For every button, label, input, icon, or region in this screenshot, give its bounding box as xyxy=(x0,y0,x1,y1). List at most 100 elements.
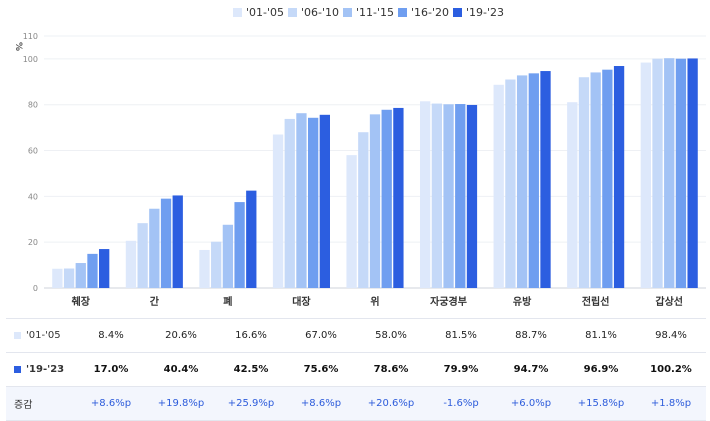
table-cell: 8.4% xyxy=(76,318,146,353)
bar xyxy=(675,58,687,289)
bar xyxy=(137,223,148,288)
bar xyxy=(272,134,284,288)
bar xyxy=(516,75,528,289)
x-tick-label: 췌장 xyxy=(72,295,91,308)
bar xyxy=(640,62,651,288)
y-tick-label: 20 xyxy=(28,238,38,247)
swatch-first-period xyxy=(14,331,21,339)
table-cell: 40.4% xyxy=(146,352,216,387)
bar xyxy=(466,104,478,288)
bar xyxy=(149,208,160,288)
survival-rate-chart: 0 20 40 60 80 100 110% '01-'05 '06-'10 '11-'15 '16… xyxy=(13,6,706,308)
bar xyxy=(234,202,245,288)
bar xyxy=(246,190,257,288)
row-label: '19-'23 xyxy=(6,352,76,387)
table-cell: +25.9%p xyxy=(216,386,286,421)
y-tick-label: 80 xyxy=(28,101,38,110)
y-tick-label: 0 xyxy=(33,284,38,293)
bar xyxy=(199,249,210,288)
bar xyxy=(602,69,613,288)
bar xyxy=(296,113,307,288)
bar xyxy=(613,66,625,288)
y-axis-label: % xyxy=(13,42,23,51)
bar xyxy=(381,109,392,288)
bar xyxy=(493,84,504,289)
legend-swatch xyxy=(453,8,462,17)
bar xyxy=(307,117,319,288)
table-cell: +1.8%p xyxy=(636,386,706,421)
legend-label: '19-'23 xyxy=(466,6,504,19)
bar xyxy=(284,118,295,288)
bar xyxy=(652,58,663,289)
table-cell: 58.0% xyxy=(356,318,426,353)
table-cell: 96.9% xyxy=(566,352,636,387)
row-label: 증감 xyxy=(6,386,76,421)
table-cell: 81.5% xyxy=(426,318,496,353)
bar xyxy=(63,268,75,288)
bar xyxy=(590,72,601,289)
table-cell: +8.6%p xyxy=(76,386,146,421)
bar xyxy=(99,249,110,288)
x-tick-label: 갑상선 xyxy=(655,295,683,308)
table-cell: 67.0% xyxy=(286,318,356,353)
x-tick-label: 대장 xyxy=(292,295,311,308)
y-tick-label: 40 xyxy=(28,192,38,201)
table-cell: 75.6% xyxy=(286,352,356,387)
table-cell: 16.6% xyxy=(216,318,286,353)
bar xyxy=(443,104,454,288)
bar xyxy=(75,263,86,288)
bar xyxy=(222,224,234,288)
table-cell: 94.7% xyxy=(496,352,566,387)
table-row-change: 증감 +8.6%p +19.8%p +25.9%p +8.6%p +20.6%p… xyxy=(6,386,706,421)
table-cell: 20.6% xyxy=(146,318,216,353)
legend-label: '16-'20 xyxy=(411,6,449,19)
row-label: '01-'05 xyxy=(6,318,76,353)
bar xyxy=(687,58,698,288)
bar xyxy=(369,114,381,288)
bar xyxy=(172,195,183,288)
summary-table: '01-'05 8.4% 20.6% 16.6% 67.0% 58.0% 81.… xyxy=(6,318,706,421)
table-cell: +19.8%p xyxy=(146,386,216,421)
y-tick-label: 110 xyxy=(23,32,38,41)
row-label-text: '01-'05 xyxy=(26,330,61,341)
bar xyxy=(358,132,369,288)
swatch-last-period xyxy=(14,365,21,373)
bar xyxy=(393,107,404,289)
table-cell: +20.6%p xyxy=(356,386,426,421)
table-cell: -1.6%p xyxy=(426,386,496,421)
bar xyxy=(455,104,466,288)
bar xyxy=(528,73,539,288)
table-cell: 88.7% xyxy=(496,318,566,353)
bar xyxy=(664,58,675,288)
table-cell: +6.0%p xyxy=(496,386,566,421)
bar xyxy=(87,253,98,288)
row-label-text: '19-'23 xyxy=(26,364,65,375)
bar xyxy=(540,71,551,289)
legend-swatch xyxy=(343,8,352,17)
table-cell: 78.6% xyxy=(356,352,426,387)
legend-label: '11-'15 xyxy=(356,6,394,19)
x-tick-label: 전립선 xyxy=(582,295,610,308)
table-cell: +15.8%p xyxy=(566,386,636,421)
table-cell: 79.9% xyxy=(426,352,496,387)
legend-swatch xyxy=(233,8,242,17)
legend-swatch xyxy=(398,8,407,17)
bar xyxy=(211,241,222,288)
bar xyxy=(125,240,137,288)
bar xyxy=(160,198,172,288)
table-cell: +8.6%p xyxy=(286,386,356,421)
x-tick-label: 위 xyxy=(370,295,379,308)
table-row-first-period: '01-'05 8.4% 20.6% 16.6% 67.0% 58.0% 81.… xyxy=(6,318,706,353)
bar xyxy=(431,103,443,288)
table-row-last-period: '19-'23 17.0% 40.4% 42.5% 75.6% 78.6% 79… xyxy=(6,352,706,387)
legend-label: '06-'10 xyxy=(301,6,339,19)
table-cell: 42.5% xyxy=(216,352,286,387)
bar xyxy=(52,268,63,288)
bar xyxy=(346,155,357,288)
x-tick-label: 유방 xyxy=(513,295,532,308)
bar xyxy=(578,77,590,289)
bar xyxy=(420,101,431,288)
table-cell: 98.4% xyxy=(636,318,706,353)
bar xyxy=(505,79,516,288)
table-cell: 100.2% xyxy=(636,352,706,387)
